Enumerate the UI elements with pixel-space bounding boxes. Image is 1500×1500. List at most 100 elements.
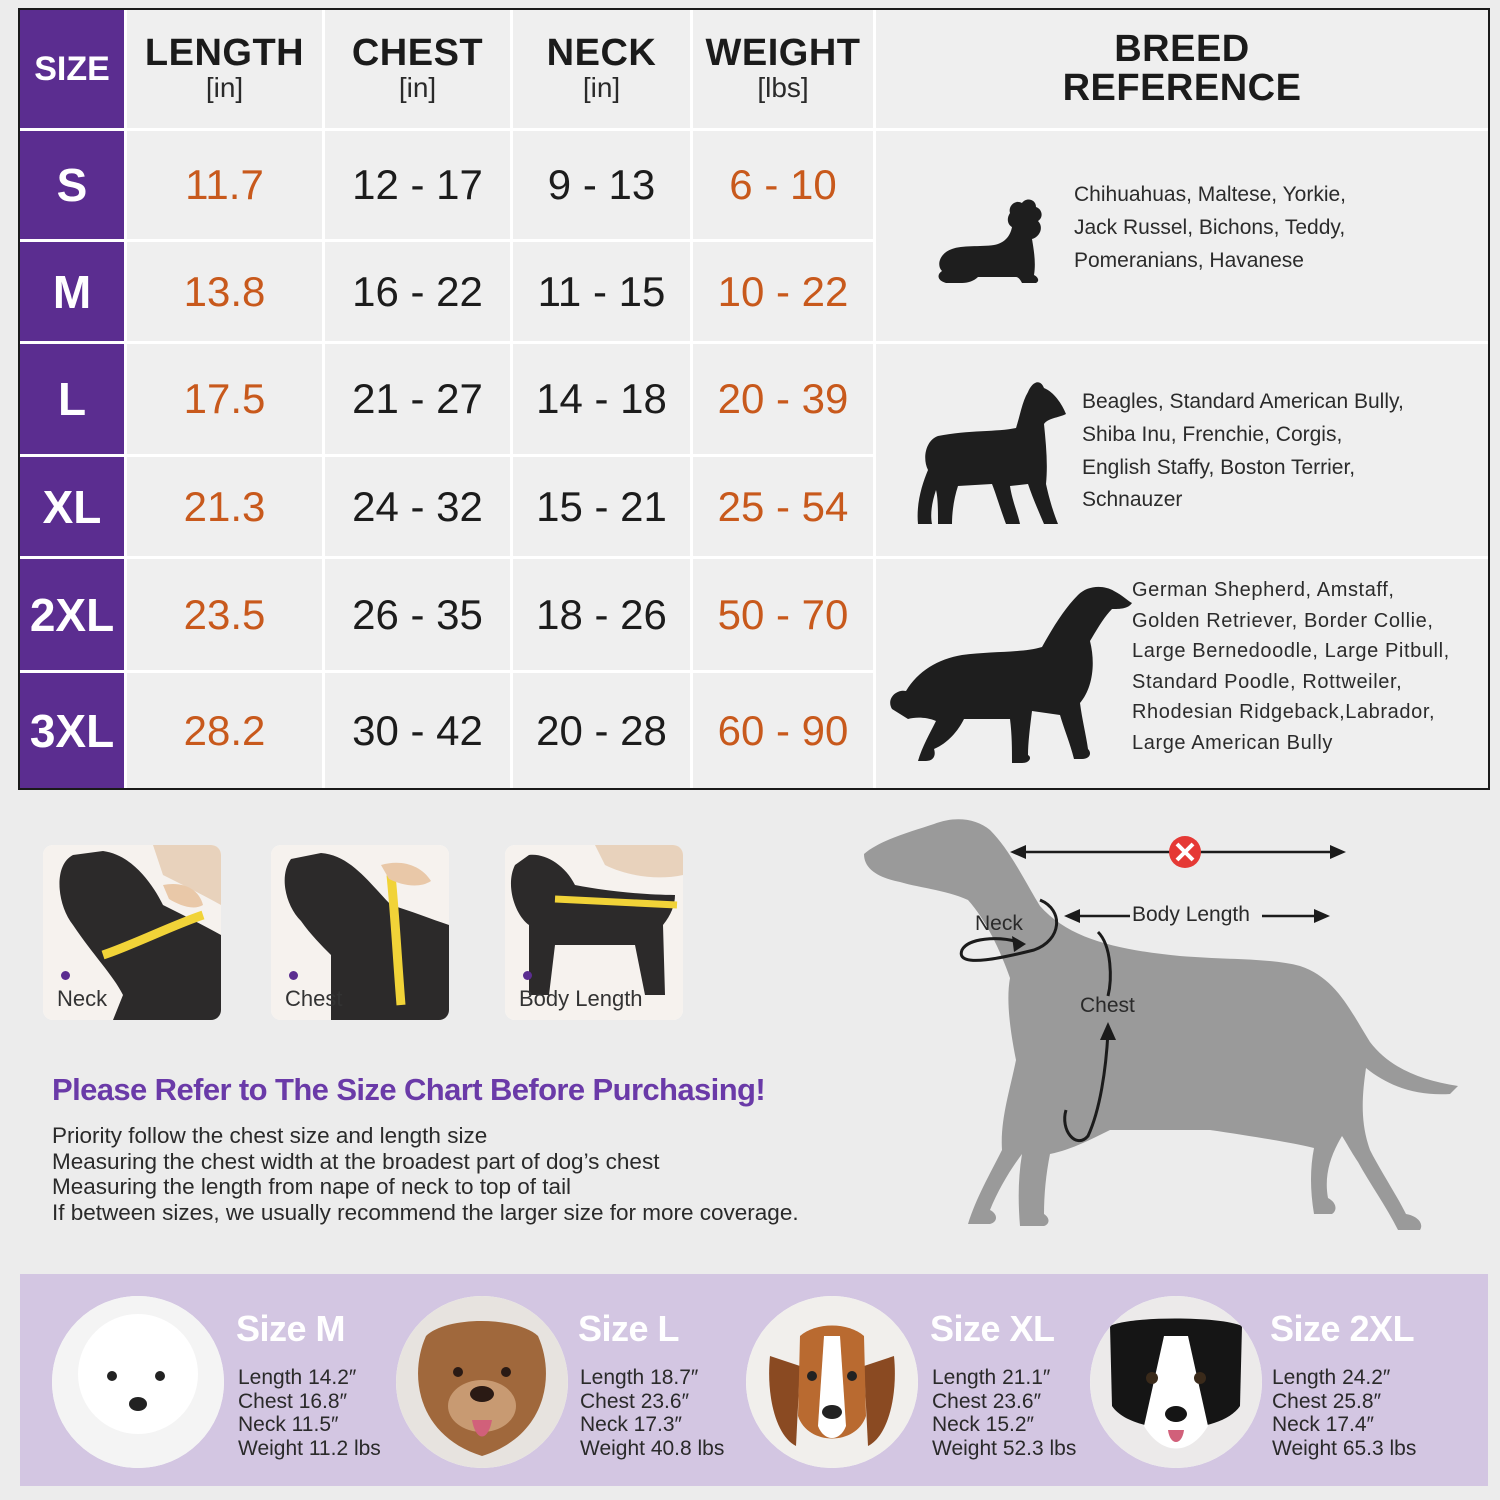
note-line: Priority follow the chest size and lengt…: [52, 1123, 488, 1148]
size-label: 3XL: [29, 704, 115, 757]
row-l-chest: 21 - 27: [325, 344, 510, 454]
example-weight: Weight 52.3 lbs: [932, 1436, 1077, 1460]
measure-photo-neck: Neck: [43, 845, 221, 1020]
row-l-length: 17.5: [127, 344, 322, 454]
bullet-dot-icon: [61, 971, 70, 980]
example-chest: Chest 23.6″: [580, 1389, 689, 1413]
large-dog-icon: [890, 586, 1132, 763]
size-chart-notice-title: Please Refer to The Size Chart Before Pu…: [52, 1072, 766, 1107]
row-3xl-size: 3XL: [20, 673, 124, 788]
header-length-title: LENGTH: [144, 31, 305, 74]
header-weight-title: WEIGHT: [705, 31, 861, 74]
measure-label-body-length: Body Length: [519, 986, 643, 1011]
chest-value: 12 - 17: [352, 161, 483, 208]
header-size: SIZE: [20, 10, 124, 128]
breed-small: Chihuahuas, Maltese, Yorkie, Jack Russel…: [876, 131, 1488, 341]
size-label: XL: [42, 480, 102, 533]
example-length: Length 21.1″: [932, 1366, 1051, 1389]
measure-photo-chest: Chest: [271, 845, 449, 1020]
length-value: 17.5: [183, 375, 266, 422]
row-xl-chest: 24 - 32: [325, 457, 510, 556]
measurement-diagram: Neck Body Length Chest: [850, 810, 1480, 1265]
row-xl-size: XL: [20, 457, 124, 556]
mannequin-chest-measure-photo: [271, 845, 449, 1020]
diagram-label-body-length: Body Length: [1132, 903, 1250, 926]
header-neck-title: NECK: [546, 31, 657, 74]
breed-line: Rhodesian Ridgeback,Labrador,: [1132, 701, 1436, 723]
note-line: Measuring the length from nape of neck t…: [52, 1174, 572, 1199]
row-2xl-weight: 50 - 70: [693, 559, 873, 670]
row-3xl-length: 28.2: [127, 673, 322, 788]
neck-value: 11 - 15: [537, 267, 666, 315]
bichon-photo: [52, 1296, 224, 1468]
example-neck: Neck 17.4″: [1272, 1413, 1374, 1436]
example-measurements: Length 24.2″ Chest 25.8″ Neck 17.4″ Weig…: [1272, 1366, 1416, 1460]
length-value: 23.5: [183, 590, 266, 638]
example-chest: Chest 25.8″: [1272, 1389, 1381, 1413]
breed-large-list: German Shepherd, Amstaff, Golden Retriev…: [1132, 575, 1450, 758]
example-neck: Neck 11.5″: [238, 1413, 339, 1436]
example-title: Size M: [236, 1308, 346, 1349]
row-m-length: 13.8: [127, 242, 322, 341]
row-s-neck: 9 - 13: [513, 131, 690, 239]
example-weight: Weight 65.3 lbs: [1272, 1436, 1417, 1460]
example-length: Length 24.2″: [1272, 1366, 1391, 1389]
row-l-weight: 20 - 39: [693, 344, 873, 454]
example-neck: Neck 15.2″: [932, 1413, 1034, 1436]
row-3xl-chest: 30 - 42: [325, 673, 510, 788]
breed-line: Schnauzer: [1082, 488, 1183, 512]
example-weight: Weight 40.8 lbs: [580, 1436, 725, 1460]
length-value: 28.2: [183, 706, 266, 754]
row-l-size: L: [20, 344, 124, 454]
breed-medium-list: Beagles, Standard American Bully, Shiba …: [1082, 386, 1404, 517]
example-measurements: Length 14.2″ Chest 16.8″ Neck 11.5″ Weig…: [238, 1366, 381, 1460]
note-line: Measuring the chest width at the broades…: [52, 1148, 660, 1174]
size-label: M: [52, 265, 92, 318]
length-value: 13.8: [183, 267, 266, 315]
header-length: LENGTH [in]: [127, 10, 322, 128]
dog-measurement-diagram-icon: [864, 819, 1458, 1230]
row-3xl-weight: 60 - 90: [693, 673, 873, 788]
chest-value: 30 - 42: [352, 706, 483, 754]
breed-line: Large American Bully: [1132, 731, 1333, 754]
weight-value: 20 - 39: [717, 375, 849, 422]
border-collie-photo: [1090, 1296, 1262, 1468]
header-chest-title: CHEST: [351, 31, 484, 74]
note-line: If between sizes, we usually recommend t…: [52, 1199, 799, 1225]
example-chest: Chest 23.6″: [932, 1389, 1041, 1413]
header-breed-line1: BREED: [1114, 28, 1250, 71]
bullet-dot-icon: [289, 971, 298, 980]
header-weight: WEIGHT [lbs]: [693, 10, 873, 128]
row-s-weight: 6 - 10: [693, 131, 873, 239]
breed-medium: Beagles, Standard American Bully, Shiba …: [876, 344, 1488, 556]
size-label: S: [56, 159, 88, 211]
breed-line: Large Bernedoodle, Large Pitbull,: [1132, 640, 1450, 662]
breed-line: Chihuahuas, Maltese, Yorkie,: [1074, 183, 1347, 206]
example-title: Size 2XL: [1270, 1308, 1415, 1349]
row-2xl-neck: 18 - 26: [513, 559, 690, 670]
row-m-neck: 11 - 15: [513, 242, 690, 341]
row-xl-weight: 25 - 54: [693, 457, 873, 556]
row-m-weight: 10 - 22: [693, 242, 873, 341]
example-length: Length 18.7″: [580, 1366, 699, 1389]
chest-value: 26 - 35: [352, 590, 483, 638]
breed-line: Jack Russel, Bichons, Teddy,: [1074, 215, 1346, 239]
pitbull-photo: [396, 1296, 568, 1468]
row-2xl-size: 2XL: [20, 559, 124, 670]
size-label: 2XL: [29, 588, 115, 641]
measure-photo-body-length: Body Length: [505, 845, 683, 1020]
row-s-chest: 12 - 17: [325, 131, 510, 239]
row-2xl-chest: 26 - 35: [325, 559, 510, 670]
header-length-unit: [in]: [205, 72, 244, 104]
row-xl-neck: 15 - 21: [513, 457, 690, 556]
medium-dog-icon: [917, 382, 1066, 524]
diagram-label-chest: Chest: [1080, 994, 1135, 1017]
breed-small-list: Chihuahuas, Maltese, Yorkie, Jack Russel…: [1074, 179, 1346, 277]
size-chart-table: SIZE LENGTH [in] CHEST [in] NECK [in] WE…: [18, 8, 1490, 790]
header-breed-line2: REFERENCE: [1062, 67, 1302, 109]
example-size-l: Size L Length 18.7″ Chest 23.6″ Neck 17.…: [364, 1274, 734, 1486]
example-measurements: Length 21.1″ Chest 23.6″ Neck 15.2″ Weig…: [932, 1366, 1076, 1460]
chest-value: 24 - 32: [352, 482, 483, 530]
x-circle-icon: [1169, 836, 1201, 868]
header-chest-unit: [in]: [398, 72, 437, 104]
